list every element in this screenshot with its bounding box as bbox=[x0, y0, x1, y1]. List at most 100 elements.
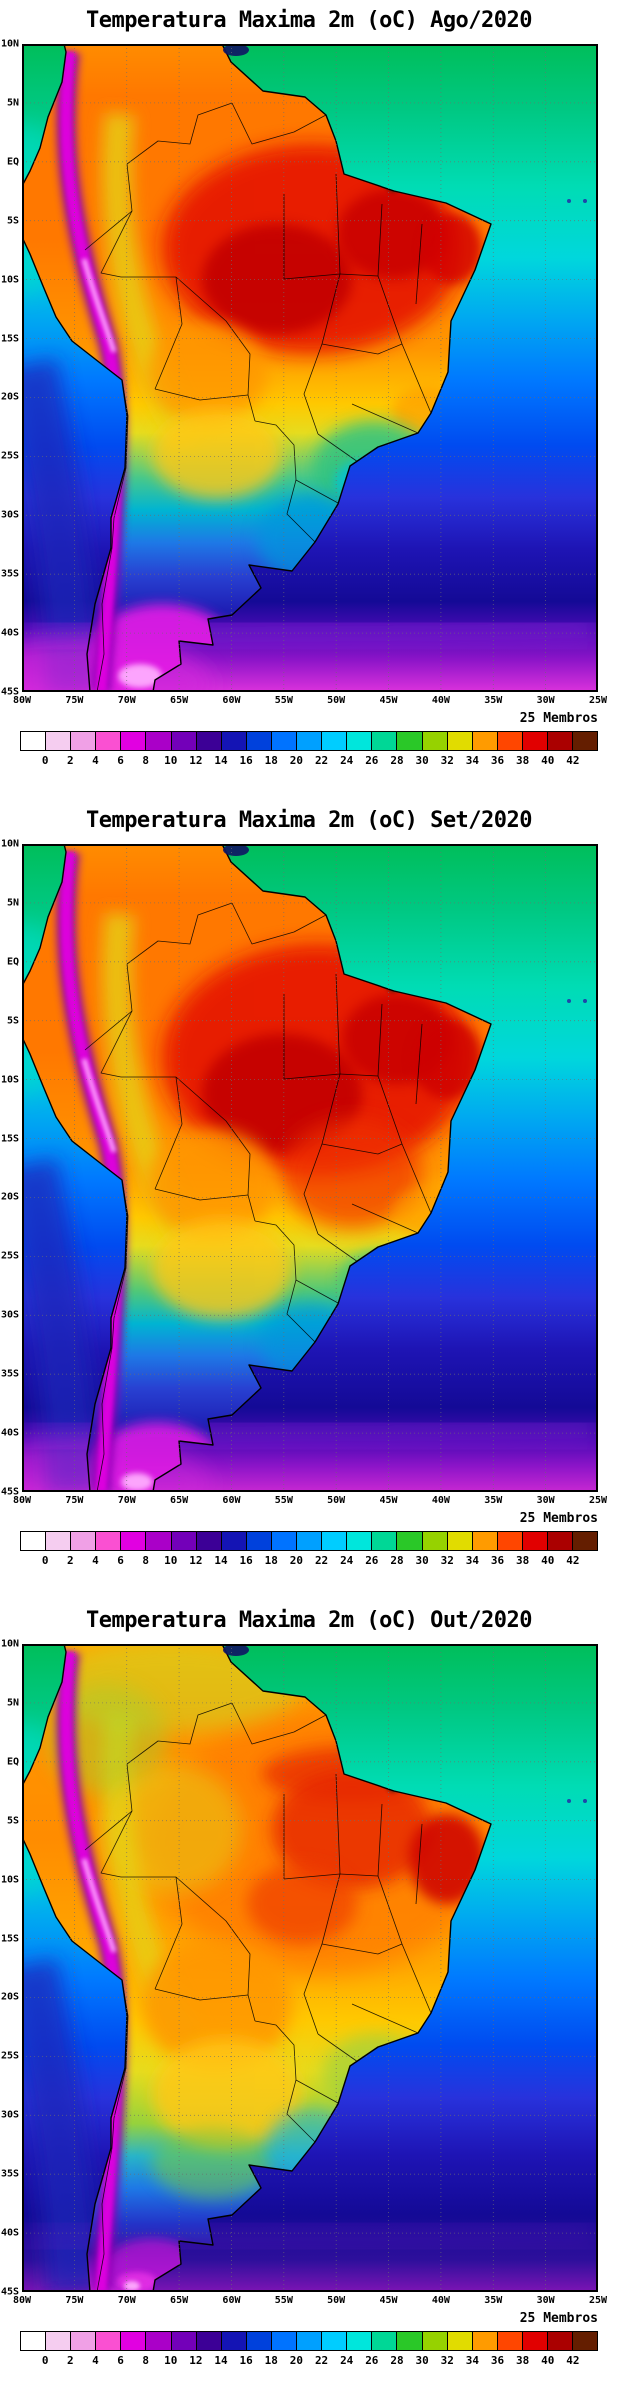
lon-tick-label: 60W bbox=[222, 695, 241, 706]
lon-tick-label: 55W bbox=[274, 1495, 293, 1506]
lat-axis: 10N 5N EQ 5S 10S 15S 20S 25S 30S 35S 40S 45S bbox=[0, 1639, 20, 2298]
lat-tick-label: 30S bbox=[0, 1309, 19, 1321]
colorbar-cell bbox=[472, 2332, 498, 2350]
colorbar-ticks: 0 2 4 6 8 10 12 14 16 18 20 22 24 26 28 30 32 34 36 38 40 42 bbox=[20, 754, 598, 768]
lat-tick-label: 45S bbox=[0, 1486, 19, 1498]
lon-tick-label: 70W bbox=[117, 695, 136, 706]
colorbar-cell bbox=[372, 732, 398, 750]
colorbar-cell bbox=[146, 2332, 172, 2350]
colorbar-cell bbox=[121, 2332, 147, 2350]
lat-tick-label: 15S bbox=[0, 1933, 19, 1945]
lon-tick-label: 45W bbox=[379, 2295, 398, 2306]
colorbar-cell bbox=[297, 2332, 323, 2350]
panel-out: Temperatura Maxima 2m (oC) Out/2020 10N 5… bbox=[0, 1600, 618, 2400]
lat-tick-label: 30S bbox=[0, 509, 19, 521]
lon-tick-label: 25W bbox=[588, 1495, 608, 1506]
lon-tick-label: 35W bbox=[484, 695, 503, 706]
colorbar-tick-label: 42 bbox=[566, 2354, 580, 2367]
lon-tick-label: 30W bbox=[536, 1495, 555, 1506]
colorbar-cell bbox=[71, 1532, 97, 1550]
colorbar-tick-label: 14 bbox=[214, 754, 228, 767]
colorbar-tick-label: 14 bbox=[214, 2354, 228, 2367]
lat-tick-label: 10N bbox=[0, 838, 19, 850]
colorbar-cell bbox=[397, 732, 423, 750]
colorbar-cell bbox=[71, 732, 97, 750]
colorbar-cell bbox=[573, 732, 598, 750]
temperature-map bbox=[22, 844, 598, 1492]
colorbar-cell bbox=[547, 732, 574, 750]
lon-tick-label: 25W bbox=[588, 695, 608, 706]
lon-tick-label: 35W bbox=[484, 2295, 503, 2306]
colorbar-tick-label: 22 bbox=[314, 2354, 329, 2367]
colorbar-tick-label: 38 bbox=[515, 2354, 530, 2367]
colorbar-tick-label: 6 bbox=[117, 754, 124, 767]
temperature-map bbox=[22, 1644, 598, 2292]
colorbar-tick-label: 6 bbox=[117, 2354, 124, 2367]
colorbar bbox=[20, 1531, 598, 1551]
lon-axis: 80W 75W 70W 65W 60W 55W 50W 45W 40W 35W 30W 25W bbox=[13, 2295, 607, 2309]
colorbar-cell bbox=[372, 2332, 398, 2350]
lon-tick-label: 60W bbox=[222, 1495, 241, 1506]
members-label: 25 Membros bbox=[519, 711, 598, 726]
map-title: Temperatura Maxima 2m (oC) Ago/2020 bbox=[85, 8, 533, 33]
lat-tick-label: 40S bbox=[0, 2227, 19, 2239]
colorbar-cell bbox=[472, 732, 498, 750]
lon-tick-label: 25W bbox=[588, 2295, 608, 2306]
map-title: Temperatura Maxima 2m (oC) Out/2020 bbox=[85, 1608, 533, 1633]
colorbar-cell bbox=[171, 2332, 197, 2350]
colorbar-ticks: 0 2 4 6 8 10 12 14 16 18 20 22 24 26 28 30 32 34 36 38 40 42 bbox=[20, 2354, 598, 2368]
lat-tick-label: 5N bbox=[6, 97, 19, 109]
lon-tick-label: 70W bbox=[117, 2295, 136, 2306]
colorbar-tick-label: 0 bbox=[41, 2354, 49, 2367]
colorbar-tick-label: 30 bbox=[415, 754, 429, 767]
colorbar-tick-label: 16 bbox=[239, 754, 253, 767]
colorbar-tick-label: 38 bbox=[515, 754, 530, 767]
colorbar-tick-label: 30 bbox=[415, 2354, 429, 2367]
colorbar-tick-label: 40 bbox=[541, 754, 555, 767]
colorbar-cell bbox=[46, 2332, 72, 2350]
colorbar-tick-label: 20 bbox=[289, 2354, 304, 2367]
lat-tick-label: 25S bbox=[0, 1250, 19, 1262]
colorbar-cell bbox=[146, 732, 172, 750]
lon-tick-label: 65W bbox=[170, 695, 189, 706]
colorbar-tick-label: 22 bbox=[314, 754, 329, 767]
colorbar-tick-label: 40 bbox=[541, 2354, 555, 2367]
lon-tick-label: 40W bbox=[431, 2295, 450, 2306]
colorbar-tick-label: 16 bbox=[239, 1554, 253, 1567]
colorbar-tick-label: 14 bbox=[214, 1554, 228, 1567]
colorbar-tick-label: 18 bbox=[264, 754, 278, 767]
lon-tick-label: 80W bbox=[12, 2295, 32, 2306]
colorbar-tick-label: 26 bbox=[365, 754, 379, 767]
members-label: 25 Membros bbox=[519, 1511, 598, 1526]
lon-tick-label: 80W bbox=[12, 695, 32, 706]
colorbar-cell bbox=[397, 1532, 423, 1550]
lat-tick-label: 5S bbox=[6, 215, 19, 227]
colorbar-cell bbox=[246, 732, 272, 750]
colorbar-cell bbox=[297, 1532, 323, 1550]
lat-tick-label: 45S bbox=[0, 2286, 19, 2298]
colorbar-cell bbox=[121, 1532, 147, 1550]
lon-tick-label: 75W bbox=[65, 2295, 84, 2306]
colorbar-tick-label: 28 bbox=[390, 754, 404, 767]
colorbar-cell bbox=[196, 1532, 222, 1550]
colorbar-cell bbox=[221, 2332, 247, 2350]
colorbar-cell bbox=[322, 2332, 348, 2350]
colorbar-cell bbox=[96, 1532, 122, 1550]
colorbar-tick-label: 10 bbox=[164, 1554, 178, 1567]
colorbar-tick-label: 0 bbox=[41, 1554, 49, 1567]
colorbar-cell bbox=[221, 732, 247, 750]
lat-tick-label: 20S bbox=[0, 391, 19, 403]
colorbar-cell bbox=[573, 2332, 598, 2350]
lon-tick-label: 30W bbox=[536, 695, 555, 706]
colorbar-cell bbox=[271, 1532, 298, 1550]
colorbar-tick-label: 10 bbox=[164, 754, 178, 767]
colorbar-cell bbox=[271, 732, 298, 750]
lon-tick-label: 80W bbox=[12, 1495, 32, 1506]
colorbar-cell bbox=[297, 732, 323, 750]
colorbar-cell bbox=[522, 1532, 548, 1550]
lat-tick-label: 10N bbox=[0, 38, 19, 50]
colorbar-cell bbox=[347, 1532, 373, 1550]
lat-tick-label: 20S bbox=[0, 1191, 19, 1203]
lat-axis: 10N 5N EQ 5S 10S 15S 20S 25S 30S 35S 40S 45S bbox=[0, 39, 20, 698]
